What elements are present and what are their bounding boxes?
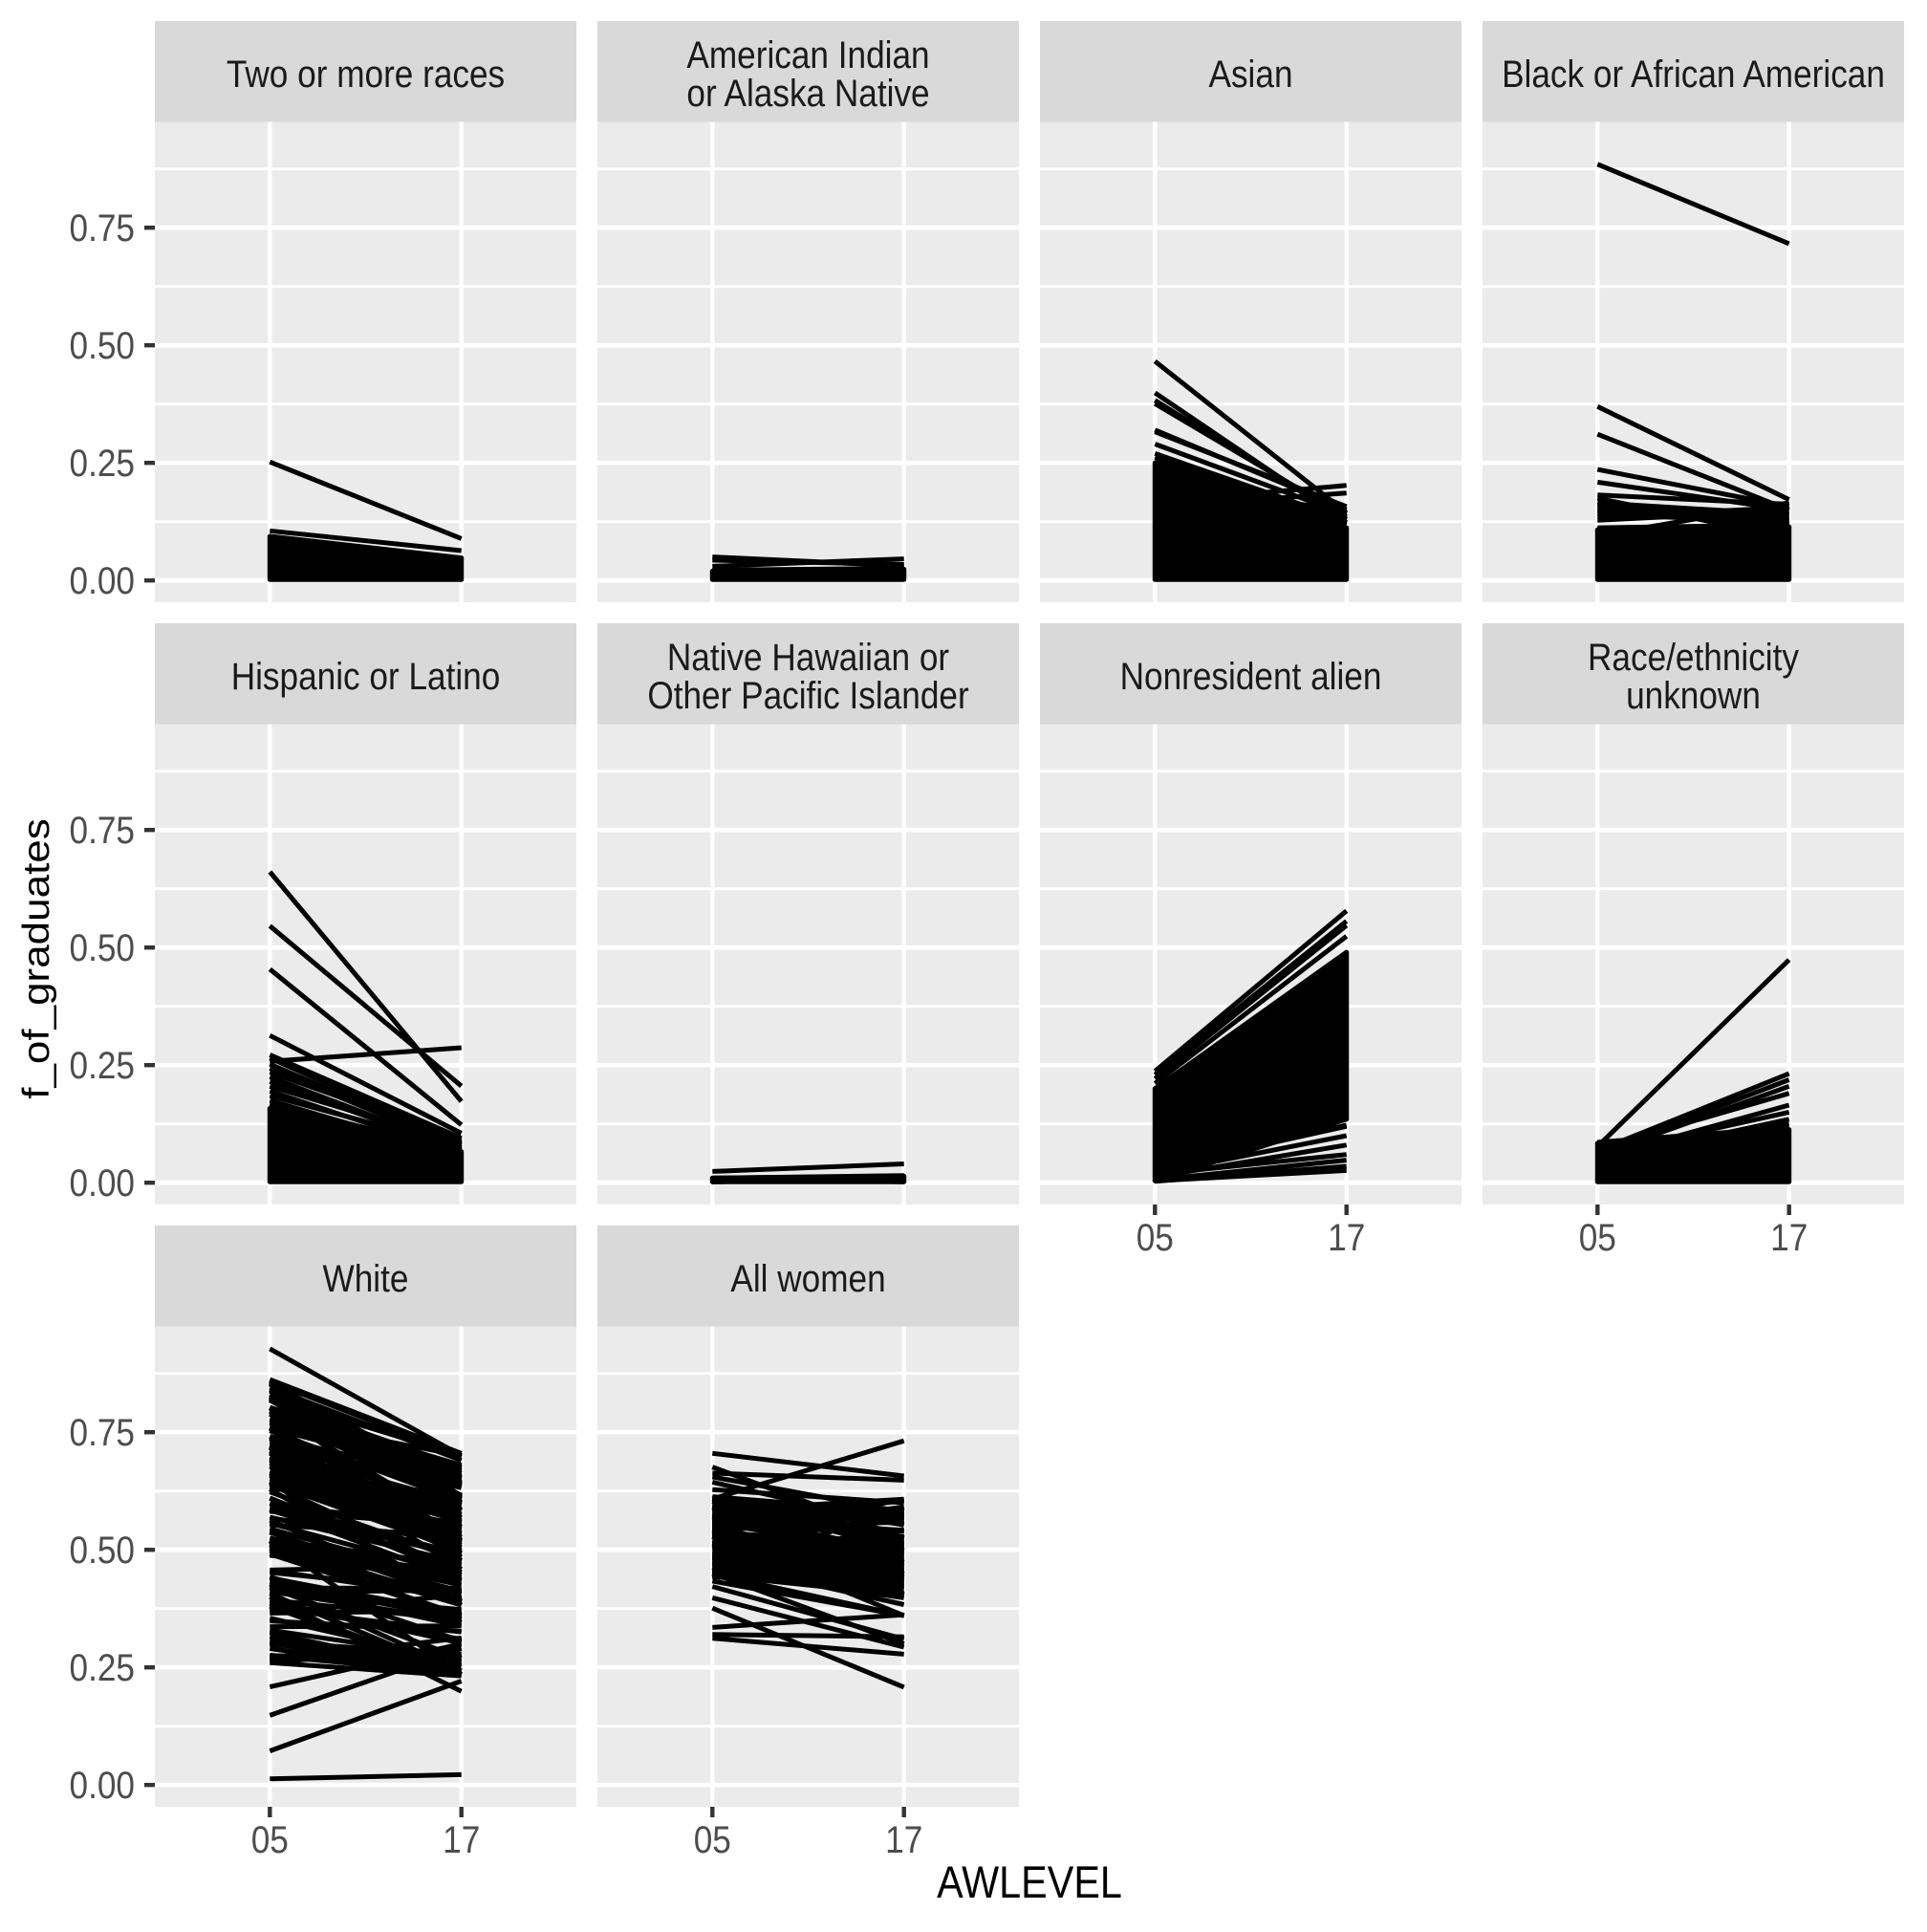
svg-text:17: 17 [885,1818,922,1861]
svg-text:0.00: 0.00 [70,1764,135,1807]
svg-text:0.75: 0.75 [70,206,135,250]
svg-text:unknown: unknown [1626,674,1761,717]
svg-text:Two or more races: Two or more races [227,53,505,96]
svg-text:0.50: 0.50 [70,324,135,367]
svg-text:All women: All women [730,1257,885,1300]
svg-text:f_of_graduates: f_of_graduates [14,818,56,1099]
svg-text:Hispanic or Latino: Hispanic or Latino [231,655,501,698]
svg-text:0.25: 0.25 [70,1044,135,1087]
svg-text:17: 17 [443,1818,480,1861]
svg-text:0.25: 0.25 [70,442,135,485]
svg-text:Nonresident alien: Nonresident alien [1120,655,1382,698]
svg-text:05: 05 [1579,1216,1616,1259]
svg-text:AWLEVEL: AWLEVEL [937,1858,1122,1908]
svg-text:Black or African American: Black or African American [1502,53,1885,96]
svg-text:or Alaska Native: or Alaska Native [686,72,929,115]
svg-text:Other Pacific Islander: Other Pacific Islander [647,674,968,717]
svg-text:Asian: Asian [1208,53,1292,96]
svg-text:0.25: 0.25 [70,1646,135,1689]
svg-text:17: 17 [1328,1216,1365,1259]
svg-text:0.50: 0.50 [70,926,135,969]
svg-text:American Indian: American Indian [686,33,929,76]
svg-text:Native Hawaiian or: Native Hawaiian or [667,636,949,679]
svg-text:05: 05 [251,1818,289,1861]
svg-text:0.75: 0.75 [70,809,135,852]
svg-text:0.00: 0.00 [70,1161,135,1205]
svg-text:17: 17 [1770,1216,1808,1259]
svg-text:0.50: 0.50 [70,1529,135,1572]
svg-text:05: 05 [694,1818,731,1861]
svg-text:05: 05 [1137,1216,1174,1259]
svg-text:0.00: 0.00 [70,559,135,602]
svg-text:White: White [323,1257,409,1300]
svg-text:Race/ethnicity: Race/ethnicity [1588,636,1799,679]
svg-text:0.75: 0.75 [70,1411,135,1454]
